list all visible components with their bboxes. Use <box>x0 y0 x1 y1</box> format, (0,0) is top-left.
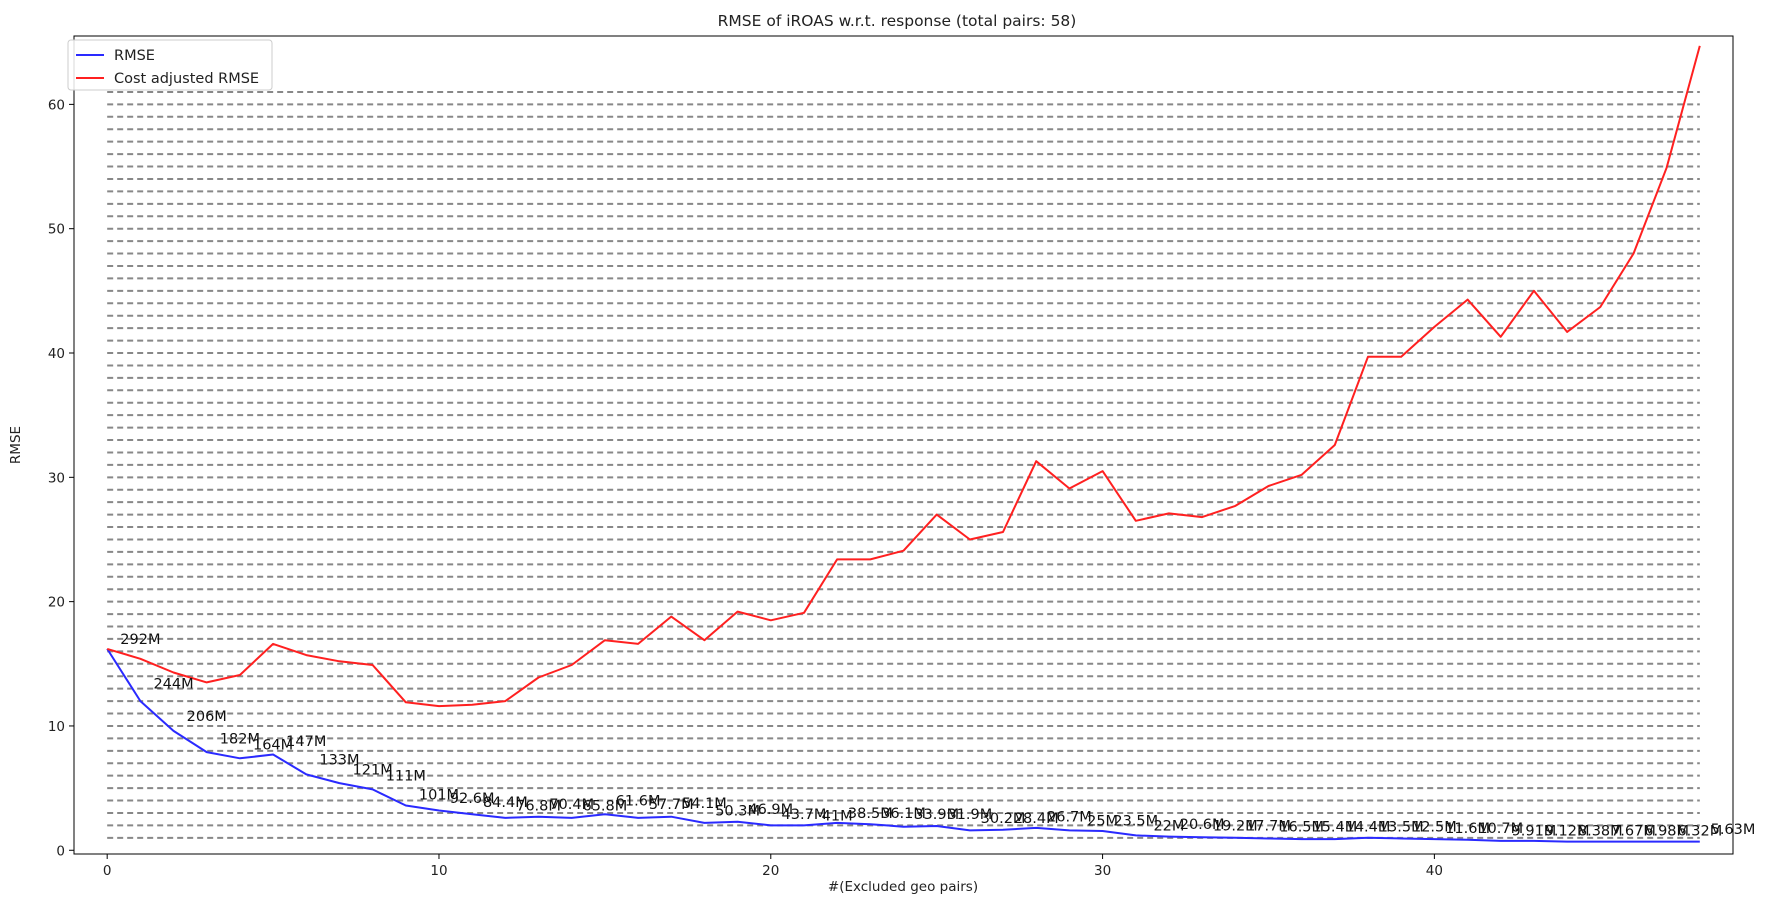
chart-title: RMSE of iROAS w.r.t. response (total pai… <box>718 12 1077 30</box>
legend: RMSE Cost adjusted RMSE <box>67 39 273 91</box>
series-line-cost-adjusted-rmse <box>106 45 1701 708</box>
annotation-label: 23.5M <box>1113 813 1158 829</box>
annotation-label: 121M <box>353 762 393 778</box>
legend-box <box>67 39 273 91</box>
y-tick-label: 0 <box>56 843 65 859</box>
annotation-label: 25M <box>1087 813 1118 829</box>
annotation-label: 33.9M <box>914 807 959 823</box>
x-tick-label: 10 <box>430 863 447 879</box>
annotation-label: 17.7M <box>1246 818 1291 834</box>
annotation-label: 20.6M <box>1180 817 1225 833</box>
annotation-label: 164M <box>253 738 293 754</box>
annotation-label: 147M <box>286 734 326 750</box>
annotation-label: 57.7M <box>649 797 694 813</box>
annotation-label: 11.6M <box>1445 821 1490 837</box>
annotation-label: 46.9M <box>748 802 793 818</box>
legend-label-cost-adjusted-rmse: Cost adjusted RMSE <box>114 71 259 87</box>
series-line-rmse <box>106 648 1700 843</box>
annotation-label: 9.12M <box>1545 823 1590 839</box>
annotation-label: 182M <box>220 731 260 747</box>
annotation-label: 84.4M <box>483 795 528 811</box>
x-tick-label: 0 <box>103 863 112 879</box>
annotation-label: 133M <box>319 752 359 768</box>
x-axis-ticks: 0 10 20 30 40 <box>103 854 1443 879</box>
annotation-label: 14.4M <box>1346 820 1391 836</box>
grid-lines <box>107 90 1700 839</box>
annotation-label: 10.7M <box>1478 821 1523 837</box>
y-axis-label: RMSE <box>8 426 24 464</box>
y-axis-ticks: 0 10 20 30 40 50 60 <box>48 97 74 859</box>
annotation-label: 111M <box>386 769 426 785</box>
annotation-label: 92.6M <box>450 791 495 807</box>
annotation-label: 70.4M <box>549 797 594 813</box>
annotation-label: 16.5M <box>1279 820 1324 836</box>
plot-area <box>74 36 1733 854</box>
annotation-label: 6.32M <box>1677 823 1722 839</box>
annotation-label: 15.4M <box>1312 820 1357 836</box>
annotation-label: 6.98M <box>1644 823 1689 839</box>
y-tick-label: 50 <box>48 222 65 238</box>
annotation-label: 50.3M <box>715 803 760 819</box>
annotation-label: 65.8M <box>582 798 627 814</box>
x-tick-label: 20 <box>762 863 779 879</box>
annotation-label: 76.8M <box>516 798 561 814</box>
annotation-label: 30.2M <box>981 811 1026 827</box>
y-tick-label: 10 <box>48 719 65 735</box>
annotation-label: 22M <box>1153 818 1184 834</box>
annotation-label: 12.5M <box>1412 820 1457 836</box>
y-tick-label: 40 <box>48 346 65 362</box>
y-tick-label: 60 <box>48 97 65 113</box>
annotation-label: 292M <box>120 632 160 648</box>
annotation-label: 28.4M <box>1014 811 1059 827</box>
annotation-label: 13.5M <box>1379 820 1424 836</box>
annotation-label: 38.5M <box>848 806 893 822</box>
plot-border <box>73 35 1734 855</box>
x-tick-label: 40 <box>1426 863 1443 879</box>
series-lines <box>106 45 1701 843</box>
annotation-label: 36.1M <box>881 806 926 822</box>
x-tick-label: 30 <box>1094 863 1111 879</box>
annotation-label: 9.91M <box>1512 823 1557 839</box>
annotation-label: 43.7M <box>782 807 827 823</box>
annotation-label: 19.2M <box>1213 818 1258 834</box>
annotation-label: 31.9M <box>947 807 992 823</box>
annotation-label: 8.38M <box>1578 823 1623 839</box>
legend-label-rmse: RMSE <box>114 48 155 64</box>
x-axis-label: #(Excluded geo pairs) <box>828 879 978 895</box>
annotation-label: 244M <box>153 677 193 693</box>
annotation-label: 54.1M <box>682 796 727 812</box>
annotation-label: 61.6M <box>616 794 661 810</box>
y-tick-label: 20 <box>48 595 65 611</box>
annotation-label: 101M <box>419 787 459 803</box>
y-tick-label: 30 <box>48 470 65 486</box>
annotation-label: 7.67M <box>1611 823 1656 839</box>
annotation-label: 41M <box>822 808 853 824</box>
annotation-label: 26.7M <box>1047 810 1092 826</box>
annotation-label: 206M <box>187 709 227 725</box>
